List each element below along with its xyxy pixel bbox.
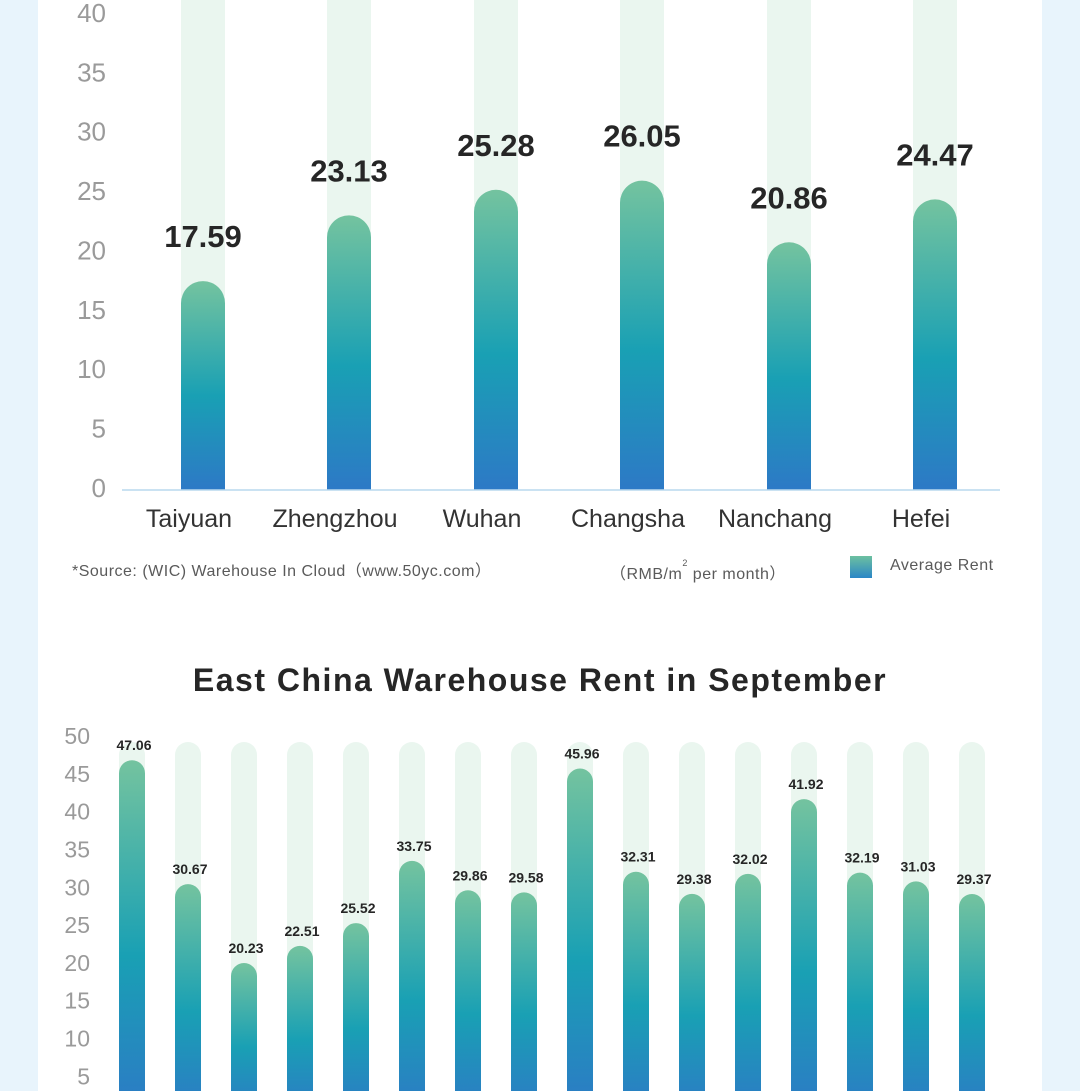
y-tick-label: 40 — [64, 799, 90, 825]
data-label: 25.28 — [457, 128, 535, 163]
data-label: 25.52 — [340, 900, 375, 916]
data-label: 29.58 — [508, 869, 543, 885]
bar — [474, 189, 518, 490]
bar — [231, 963, 257, 1091]
data-label: 24.47 — [896, 137, 974, 172]
bar — [287, 945, 313, 1091]
bar — [181, 281, 225, 490]
central-china-rent-chart: 0 5 10 15 20 25 30 35 40 17.59 Taiyuan 23.13 Zhengzh… — [77, 0, 1000, 533]
bar — [620, 180, 664, 490]
y-tick-label: 35 — [77, 57, 106, 87]
unit-superscript: 2 — [682, 558, 688, 568]
y-tick-label: 25 — [64, 912, 90, 938]
y-tick-label: 35 — [64, 836, 90, 862]
y-tick-label: 25 — [77, 176, 106, 206]
y-tick-label: 5 — [77, 1063, 90, 1089]
unit-note: （RMB/m2 per month） — [610, 558, 786, 584]
bar — [399, 860, 425, 1091]
bar — [567, 768, 593, 1091]
data-label: 32.02 — [732, 851, 767, 867]
y-tick-label: 10 — [77, 354, 106, 384]
data-label: 20.23 — [228, 940, 263, 956]
y-tick-label: 20 — [77, 235, 106, 265]
data-label: 29.38 — [676, 871, 711, 887]
chart-title: East China Warehouse Rent in September — [192, 662, 888, 698]
x-tick-label: Wuhan — [443, 505, 522, 533]
bar — [511, 892, 537, 1091]
y-tick-label: 20 — [64, 950, 90, 976]
bar — [343, 923, 369, 1091]
y-tick-label: 30 — [64, 874, 90, 900]
x-tick-label: Taiyuan — [146, 505, 232, 533]
data-label: 29.86 — [452, 867, 487, 883]
bar — [959, 893, 985, 1091]
bar — [791, 799, 817, 1091]
y-tick-label: 45 — [64, 761, 90, 787]
y-tick-label: 50 — [64, 723, 90, 749]
data-label: 22.51 — [284, 923, 319, 939]
bar — [847, 872, 873, 1091]
data-label: 32.31 — [620, 849, 655, 865]
source-note: *Source: (WIC) Warehouse In Cloud（www.50… — [72, 563, 492, 580]
bar — [623, 871, 649, 1091]
bar — [735, 873, 761, 1091]
east-china-rent-chart: 5 10 15 20 25 30 35 40 45 50 47.06 30.67 20.23 22.51 2… — [64, 723, 992, 1091]
y-tick-label: 5 — [92, 414, 106, 444]
unit-suffix: per month） — [687, 566, 786, 583]
y-tick-label: 10 — [64, 1025, 90, 1051]
x-tick-label: Hefei — [892, 505, 950, 533]
data-label: 17.59 — [164, 219, 242, 254]
data-label: 31.03 — [900, 858, 935, 874]
data-label: 26.05 — [603, 119, 681, 154]
y-tick-label: 15 — [64, 988, 90, 1014]
y-tick-label: 15 — [77, 295, 106, 325]
bar — [327, 215, 371, 490]
data-label: 29.37 — [956, 871, 991, 887]
data-label: 20.86 — [750, 180, 828, 215]
bar — [679, 893, 705, 1091]
x-tick-label: Nanchang — [718, 505, 832, 533]
data-label: 33.75 — [396, 838, 431, 854]
bar — [903, 881, 929, 1091]
unit-prefix: （RMB/m — [610, 566, 683, 583]
bar — [455, 890, 481, 1091]
y-tick-label: 0 — [92, 473, 106, 503]
bar — [767, 242, 811, 490]
legend-swatch — [850, 556, 872, 578]
data-label: 32.19 — [844, 850, 879, 866]
data-label: 41.92 — [788, 776, 823, 792]
data-label: 30.67 — [172, 861, 207, 877]
data-label: 45.96 — [564, 746, 599, 762]
data-label: 47.06 — [116, 737, 151, 753]
y-tick-label: 40 — [77, 0, 106, 28]
bar — [913, 199, 957, 490]
bar — [119, 760, 145, 1091]
y-tick-label: 30 — [77, 117, 106, 147]
bar — [175, 884, 201, 1091]
legend-label: Average Rent — [890, 557, 994, 574]
x-tick-label: Changsha — [571, 505, 685, 533]
data-label: 23.13 — [310, 153, 388, 188]
x-tick-label: Zhengzhou — [272, 505, 397, 533]
